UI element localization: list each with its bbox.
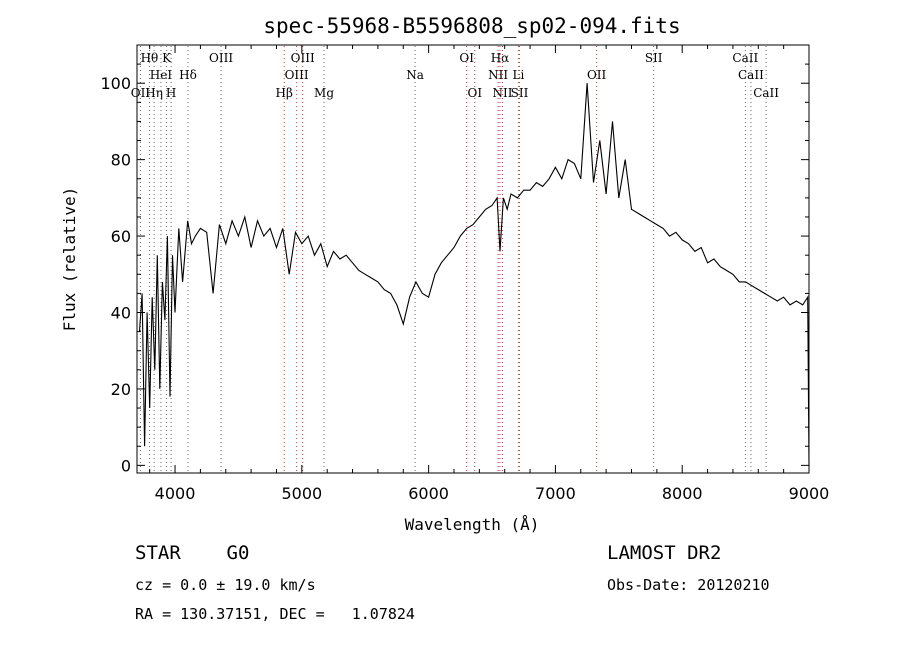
line-label-4: OII — [131, 86, 151, 100]
line-label-22: CaII — [732, 51, 758, 65]
x-tick-label-4: 8000 — [662, 484, 703, 503]
x-tick-label-0: 4000 — [155, 484, 196, 503]
x-tick-label-2: 6000 — [408, 484, 449, 503]
y-tick-label-0: 0 — [121, 456, 131, 475]
line-label-12: Na — [406, 68, 424, 82]
line-label-8: OIII — [291, 51, 315, 65]
y-tick-label-2: 40 — [111, 304, 131, 323]
y-tick-label-1: 20 — [111, 380, 131, 399]
y-axis-label: Flux (relative) — [60, 187, 79, 332]
y-tick-label-4: 80 — [111, 151, 131, 170]
line-label-10: Hβ — [276, 86, 293, 100]
survey-name: LAMOST DR2 — [607, 542, 722, 564]
line-label-7: OIII — [209, 51, 233, 65]
x-tick-label-3: 7000 — [535, 484, 576, 503]
redshift-velocity: cz = 0.0 ± 19.0 km/s — [135, 576, 316, 594]
object-class: STAR G0 — [135, 542, 250, 564]
x-tick-label-5: 9000 — [789, 484, 830, 503]
line-label-2: HeI — [150, 68, 173, 82]
line-label-9: OIII — [285, 68, 309, 82]
line-label-19: SII — [511, 86, 529, 100]
spectrum-line-0 — [138, 83, 810, 466]
y-tick-label-3: 60 — [111, 227, 131, 246]
line-label-0: Hθ — [141, 51, 159, 65]
plot-frame — [136, 44, 810, 474]
line-label-21: SII — [645, 51, 663, 65]
line-label-16: NII — [488, 68, 508, 82]
line-label-6: H — [166, 86, 176, 100]
y-tick-label-5: 100 — [100, 74, 131, 93]
line-label-23: CaII — [738, 68, 764, 82]
x-axis-label: Wavelength (Å) — [405, 515, 540, 534]
line-label-3: Hδ — [179, 68, 197, 82]
line-label-11: Mg — [314, 86, 334, 100]
line-label-13: OI — [459, 51, 474, 65]
observation-date: Obs-Date: 20120210 — [607, 576, 770, 594]
line-label-17: Li — [512, 68, 524, 82]
x-tick-label-1: 5000 — [281, 484, 322, 503]
line-label-5: Hη — [145, 86, 163, 100]
line-label-14: OI — [467, 86, 482, 100]
line-label-24: CaII — [753, 86, 779, 100]
line-label-15: Hα — [491, 51, 510, 65]
line-label-18: NII — [493, 86, 513, 100]
line-label-1: K — [162, 51, 172, 65]
line-label-20: OII — [587, 68, 607, 82]
spectrum-series — [138, 83, 810, 466]
coordinates: RA = 130.37151, DEC = 1.07824 — [135, 605, 415, 623]
axes: 4000 5000 6000 7000 8000 9000 0 20 40 60 80 100 — [100, 45, 829, 503]
chart-title: spec-55968-B5596808_sp02-094.fits — [263, 14, 680, 38]
